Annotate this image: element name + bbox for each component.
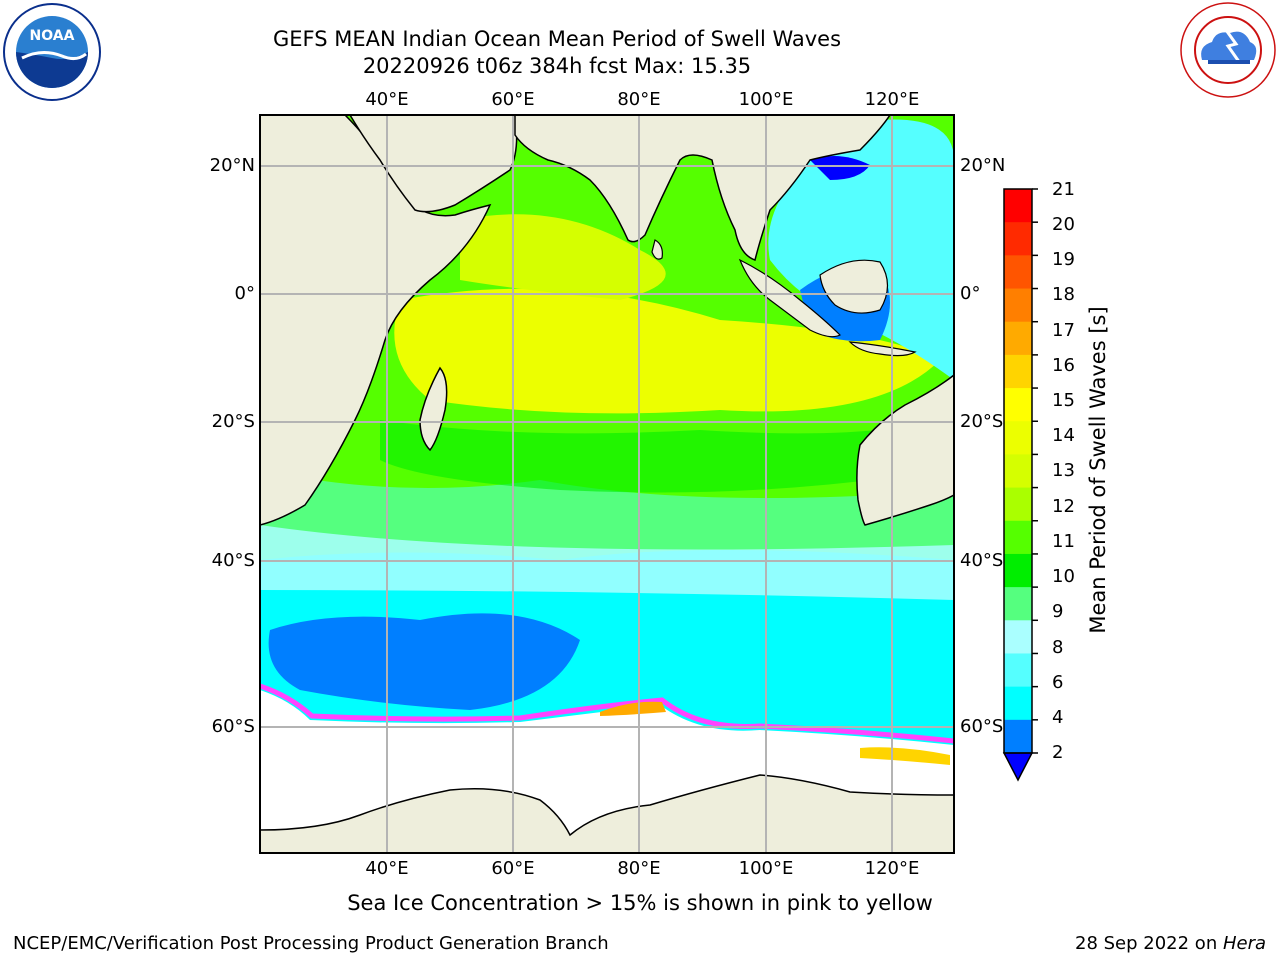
svg-text:NOAA: NOAA [30,28,75,44]
lat-tick-right: 20°N [960,155,1006,176]
noaa-logo: NOAA [3,3,101,101]
swell-patch-low-west [268,613,580,710]
swell-band-yellow [394,288,940,414]
colorbar-label: 18 [1052,284,1075,305]
colorbar-swatch [1004,587,1032,621]
sea-ice-edge-pink [260,683,954,744]
swell-band-paleblue [260,525,954,600]
colorbar-swatch [1004,686,1032,721]
footer-date: 28 Sep 2022 on Hera [1075,933,1266,954]
land-madagascar [419,366,448,452]
colorbar-swatch [1004,421,1032,455]
colorbar-label: 11 [1052,531,1075,552]
colorbar-ticks [1032,188,1038,754]
colorbar-label: 13 [1052,460,1075,481]
colorbar-label: 21 [1052,179,1075,200]
lat-tick-right: 40°S [960,550,1004,571]
lon-tick-top: 120°E [864,89,920,110]
colorbar-swatch [1004,288,1032,323]
chart-subtitle: 20220926 t06z 384h fcst Max: 15.35 [362,54,752,78]
lat-tick-right: 20°S [960,411,1004,432]
map-gridlines [260,115,954,853]
footer-date-text: 28 Sep 2022 on [1075,933,1223,954]
chart-title: GEFS MEAN Indian Ocean Mean Period of Sw… [272,27,842,51]
colorbar-swatch [1004,255,1032,290]
land-java [848,341,917,357]
lat-tick-right: 60°S [960,716,1004,737]
colorbar-label: 16 [1052,355,1075,376]
colorbar-label: 9 [1052,601,1064,622]
lon-tick-bottom: 80°E [617,858,661,879]
nws-logo [1180,2,1276,98]
colorbar-swatch [1004,520,1032,555]
colorbar-label: 8 [1052,637,1064,658]
colorbar-under-arrow [1002,752,1034,782]
lon-tick-bottom: 60°E [491,858,535,879]
colorbar-swatch [1004,354,1032,389]
lat-tick-left: 20°S [211,411,255,432]
colorbar-label: 19 [1052,249,1075,270]
swell-region-indonesia [768,119,954,380]
colorbar-label: 6 [1052,672,1064,693]
lat-tick-left: 0° [234,283,255,304]
colorbar-swatch [1004,222,1032,256]
land-australia [856,374,954,526]
swell-patch-south-china-sea [810,156,870,180]
lon-tick-top: 100°E [738,89,794,110]
map-frame [259,114,955,854]
colorbar-label: 15 [1052,390,1075,411]
lon-tick-bottom: 40°E [365,858,409,879]
swell-band-yellowgreen [460,214,666,300]
swell-band-darkgreen [380,420,940,493]
colorbar-swatch [1004,653,1032,688]
lat-tick-left: 60°S [211,716,255,737]
land-antarctica [260,774,954,853]
colorbar-label: 20 [1052,214,1075,235]
land-sri-lanka [651,239,663,260]
colorbar-label: 4 [1052,707,1064,728]
colorbar-label: 14 [1052,425,1075,446]
footer-host: Hera [1222,933,1266,954]
lon-tick-top: 80°E [617,89,661,110]
sea-ice-edge-orange [600,701,666,716]
lat-tick-right: 0° [960,283,981,304]
colorbar-swatch [1004,553,1032,588]
colorbar-swatch [1004,620,1032,654]
swell-band-lightgreen [260,470,954,560]
lat-tick-left: 20°N [209,155,255,176]
lon-tick-bottom: 120°E [864,858,920,879]
colorbar-swatch [1004,487,1032,522]
colorbar-frame [1003,188,1033,754]
footer-credit: NCEP/EMC/Verification Post Processing Pr… [13,933,609,954]
land-borneo [819,259,889,314]
colorbar-label: 10 [1052,566,1075,587]
sea-ice-caption: Sea Ice Concentration > 15% is shown in … [347,891,933,915]
colorbar-label: 2 [1052,742,1064,763]
lat-tick-left: 40°S [211,550,255,571]
sea-ice-edge-yellow [860,747,950,765]
colorbar-swatch [1004,321,1032,356]
lon-tick-top: 60°E [491,89,535,110]
colorbar-swatch [1004,719,1032,754]
lon-tick-top: 40°E [365,89,409,110]
colorbar-label: 17 [1052,320,1075,341]
colorbar-label: 12 [1052,496,1075,517]
land-asia [514,115,891,261]
lon-tick-bottom: 100°E [738,858,794,879]
colorbar-swatch [1004,388,1032,422]
colorbar-swatch [1004,189,1032,223]
colorbar-title: Mean Period of Swell Waves [s] [1086,306,1110,634]
colorbar-swatches [1004,189,1032,754]
colorbar-swatch [1004,454,1032,489]
